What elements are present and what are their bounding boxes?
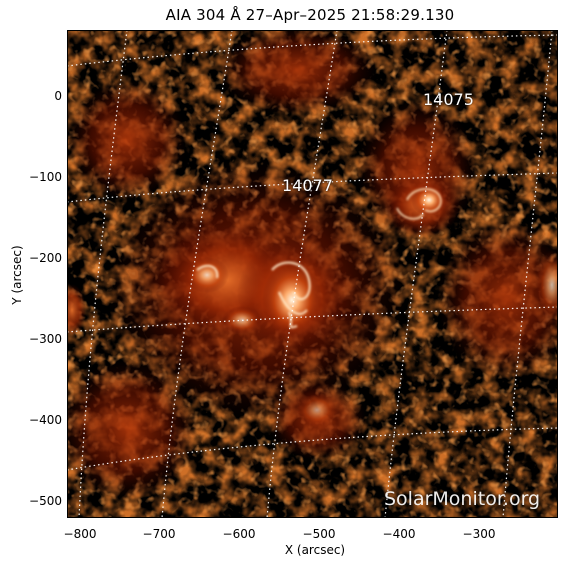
solar-image-panel: 14075 14077 <box>67 30 558 518</box>
y-tick-label: −400 <box>29 413 62 427</box>
y-tick-label: −100 <box>29 170 62 184</box>
active-region-14077-emission <box>157 225 347 350</box>
x-tick-label: −800 <box>63 527 97 541</box>
y-tick-label: −300 <box>29 332 62 346</box>
y-tick-label: −200 <box>29 251 62 265</box>
solar-image <box>67 30 558 518</box>
y-tick-label: 0 <box>54 89 62 103</box>
x-tick-label: −700 <box>142 527 176 541</box>
active-region-14075-emission <box>384 173 460 237</box>
x-tick-label: −300 <box>462 527 496 541</box>
y-tick-label: −500 <box>29 494 62 508</box>
x-tick-label: −600 <box>222 527 256 541</box>
active-region-label-14077: 14077 <box>282 176 333 195</box>
watermark-logo-text: SolarMonitor.org <box>384 488 541 510</box>
y-axis-label: Y (arcsec) <box>10 245 24 305</box>
x-tick-label: −400 <box>382 527 416 541</box>
heliographic-grid <box>67 30 558 518</box>
diffuse-emission <box>67 30 558 500</box>
figure-title: AIA 304 Å 27–Apr–2025 21:58:29.130 <box>165 6 455 24</box>
active-region-label-14075: 14075 <box>423 90 474 109</box>
edge-emission <box>67 250 558 426</box>
x-axis-label: X (arcsec) <box>284 543 346 557</box>
x-tick-label: −500 <box>302 527 336 541</box>
